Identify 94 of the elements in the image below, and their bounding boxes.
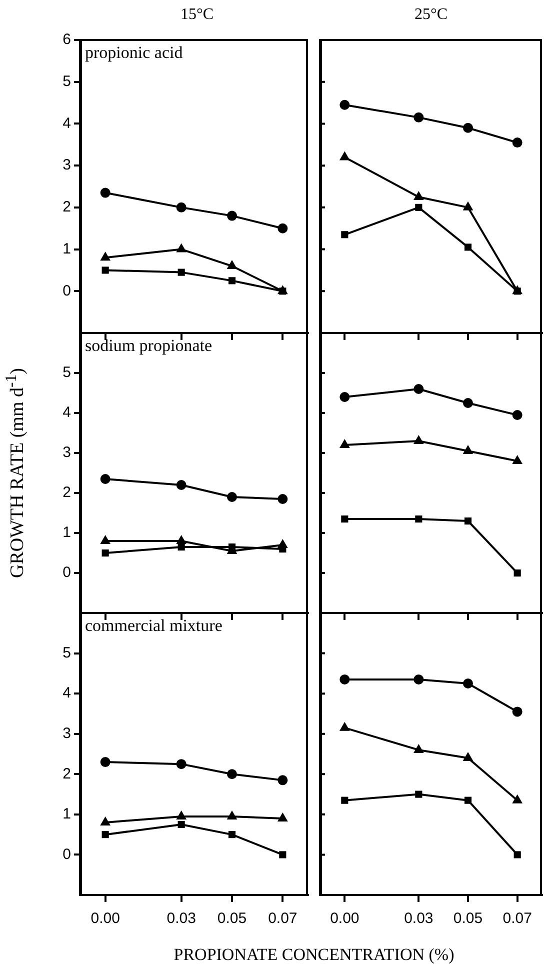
point (339, 439, 350, 448)
point (228, 277, 236, 284)
point (278, 223, 288, 234)
x-tick-label: 0.03 (404, 910, 434, 928)
point (414, 674, 424, 684)
point (227, 492, 237, 502)
point (100, 188, 110, 198)
point (512, 455, 523, 464)
point (100, 474, 110, 484)
annotation: commercial mixture (85, 616, 222, 635)
point (100, 535, 111, 544)
chart-title: 15°C (179, 6, 215, 24)
point (278, 775, 288, 786)
point (463, 122, 473, 133)
x-tick-label: 0.00 (90, 910, 120, 928)
y-tick-label: 4 (62, 114, 71, 132)
point (413, 190, 424, 200)
point (462, 201, 474, 210)
point (463, 678, 473, 688)
point (341, 231, 348, 238)
y-tick-label: 0 (62, 846, 71, 863)
y-tick-label: 1 (62, 240, 71, 258)
point (512, 138, 522, 148)
point (178, 543, 185, 551)
point (413, 435, 424, 444)
x-tick-label: 0.03 (166, 910, 196, 928)
point (176, 535, 187, 544)
point (464, 517, 472, 525)
point (512, 706, 522, 717)
point (414, 384, 424, 394)
y-tick-label: 5 (62, 73, 71, 90)
point (340, 392, 350, 402)
point (464, 244, 472, 251)
point (340, 674, 350, 684)
y-tick-label: 1 (62, 806, 71, 823)
annotation: propionic acid (85, 42, 184, 62)
x-tick-label: 0.07 (268, 910, 298, 928)
point (340, 100, 350, 110)
point (228, 831, 236, 838)
point (102, 266, 109, 274)
point (463, 398, 473, 408)
point (102, 549, 109, 557)
point (514, 851, 521, 858)
point (415, 790, 422, 798)
point (464, 796, 472, 804)
point (415, 204, 422, 211)
point (341, 796, 348, 804)
point (178, 268, 185, 276)
point (279, 851, 286, 858)
y-tick-label: 2 (62, 484, 71, 502)
y-tick-label: 5 (62, 644, 71, 662)
annotation: sodium propionate (85, 336, 212, 355)
y-tick-label: 2 (62, 198, 71, 216)
y-tick-label: 4 (62, 684, 71, 702)
x-tick-label: 0.05 (217, 910, 247, 928)
point (102, 831, 109, 838)
point (415, 515, 422, 523)
point (341, 515, 348, 523)
x-tick-label: 0.07 (502, 910, 532, 928)
point (462, 445, 474, 454)
x-axis-title: PROPIONATE CONCENTRATION (%) (172, 945, 456, 965)
chart-title: 25°C (413, 6, 449, 24)
y-tick-label: 1 (62, 524, 71, 542)
y-tick-label: 3 (62, 725, 71, 742)
point (227, 769, 237, 780)
point (414, 112, 424, 122)
point (339, 151, 350, 160)
y-tick-label: 3 (62, 444, 71, 462)
point (278, 494, 288, 504)
point (339, 722, 350, 731)
point (176, 759, 186, 770)
point (227, 210, 237, 221)
y-tick-label: 4 (62, 404, 71, 422)
point (100, 757, 110, 768)
y-tick-label: 0 (62, 282, 71, 300)
y-tick-label: 5 (62, 364, 71, 382)
y-tick-label: 3 (62, 156, 71, 174)
point (512, 794, 523, 804)
y-tick-label: 6 (62, 31, 71, 48)
point (512, 410, 522, 420)
point (178, 820, 185, 828)
point (100, 252, 111, 261)
point (176, 480, 186, 490)
point (176, 243, 187, 252)
point (514, 569, 521, 577)
point (176, 202, 186, 212)
point (462, 752, 474, 762)
y-tick-label: 2 (62, 765, 71, 782)
point (226, 260, 238, 270)
x-tick-label: 0.05 (453, 910, 483, 928)
point (277, 539, 288, 548)
point (413, 744, 424, 753)
y-tick-label: 0 (62, 564, 71, 582)
x-tick-label: 0.00 (330, 910, 360, 928)
